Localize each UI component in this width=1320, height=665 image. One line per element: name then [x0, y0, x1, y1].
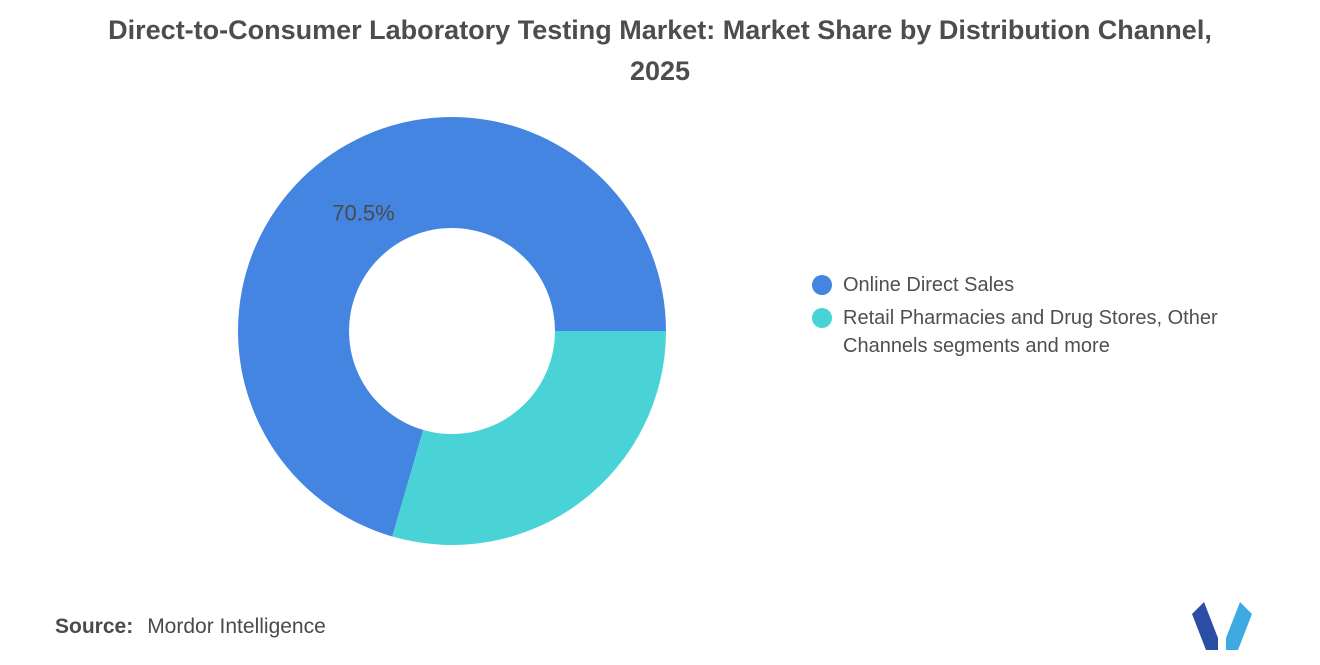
donut-chart-wrap: 70.5%	[237, 116, 667, 546]
legend-item-retail-pharmacies: Retail Pharmacies and Drug Stores, Other…	[812, 304, 1267, 360]
legend: Online Direct Sales Retail Pharmacies an…	[812, 271, 1267, 360]
donut-slice-2	[392, 331, 666, 545]
legend-swatch-retail-pharmacies	[812, 308, 832, 328]
donut-chart: 70.5%	[237, 116, 667, 545]
legend-item-online-direct-sales: Online Direct Sales	[812, 271, 1267, 299]
mordor-intelligence-logo	[1192, 602, 1252, 650]
legend-label-retail-pharmacies: Retail Pharmacies and Drug Stores, Other…	[843, 307, 1218, 357]
source-value: Mordor Intelligence	[147, 615, 326, 638]
legend-swatch-online-direct-sales	[812, 275, 832, 295]
chart-title: Direct-to-Consumer Laboratory Testing Ma…	[108, 15, 1212, 86]
donut-slice-1	[237, 116, 667, 537]
source-line: Source: Mordor Intelligence	[55, 615, 326, 639]
logo-right-shape	[1226, 602, 1252, 650]
legend-label-online-direct-sales: Online Direct Sales	[843, 274, 1015, 296]
donut-slice-label: 70.5%	[332, 201, 394, 226]
source-label: Source:	[55, 615, 134, 638]
logo-left-shape	[1192, 602, 1218, 650]
